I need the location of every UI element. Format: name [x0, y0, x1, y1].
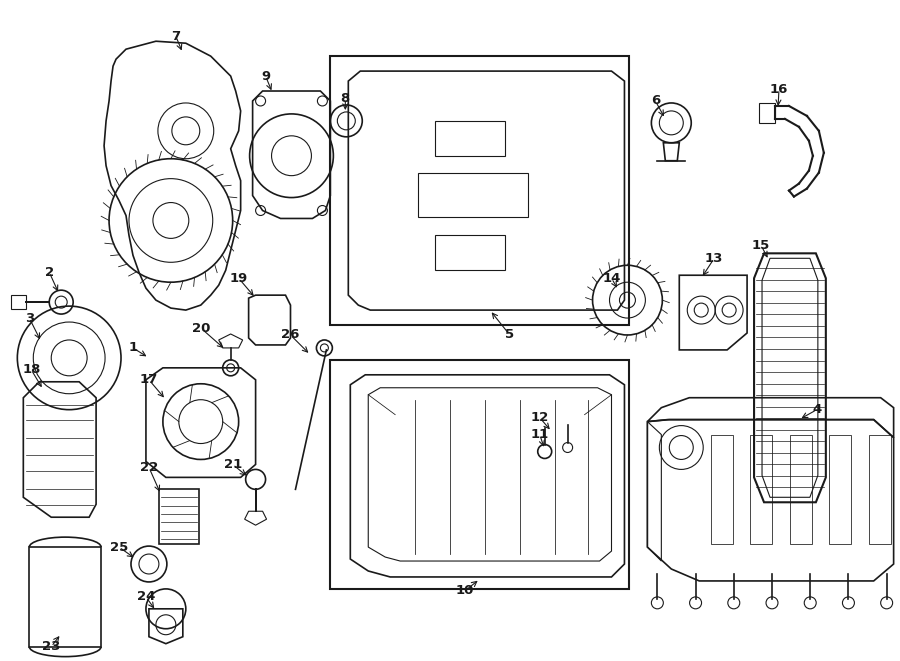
Bar [330, 56, 629, 325]
Text: 8: 8 [341, 93, 350, 106]
Text: 9: 9 [261, 69, 270, 83]
Text: 20: 20 [192, 321, 210, 334]
Text: 5: 5 [505, 329, 515, 342]
Text: 15: 15 [752, 239, 770, 252]
Text: 21: 21 [223, 458, 242, 471]
Text: 23: 23 [42, 640, 60, 653]
Text: 25: 25 [110, 541, 128, 553]
Text: 2: 2 [45, 266, 54, 279]
Text: 6: 6 [651, 95, 660, 108]
Bar [30, 547, 101, 646]
Bar [330, 360, 629, 589]
Bar [750, 434, 772, 544]
Text: 1: 1 [129, 342, 138, 354]
Text: 16: 16 [770, 83, 788, 96]
Bar [418, 173, 527, 217]
Text: 4: 4 [812, 403, 822, 416]
Text: 3: 3 [24, 311, 34, 325]
Text: 10: 10 [455, 584, 474, 598]
Text: 13: 13 [705, 252, 724, 265]
Bar [759, 103, 775, 123]
Bar [159, 489, 199, 544]
Text: 24: 24 [137, 590, 155, 603]
Text: 14: 14 [602, 272, 621, 285]
Text: 17: 17 [140, 373, 158, 386]
Bar [790, 434, 812, 544]
Bar [435, 235, 505, 270]
Text: 22: 22 [140, 461, 158, 474]
Text: 7: 7 [171, 30, 180, 43]
Bar [829, 434, 850, 544]
Text: 12: 12 [531, 411, 549, 424]
Text: 26: 26 [282, 329, 300, 342]
Bar [868, 434, 891, 544]
Text: 19: 19 [230, 272, 248, 285]
Bar [435, 121, 505, 156]
Text: 11: 11 [531, 428, 549, 441]
Bar [711, 434, 733, 544]
Text: 18: 18 [22, 364, 40, 376]
